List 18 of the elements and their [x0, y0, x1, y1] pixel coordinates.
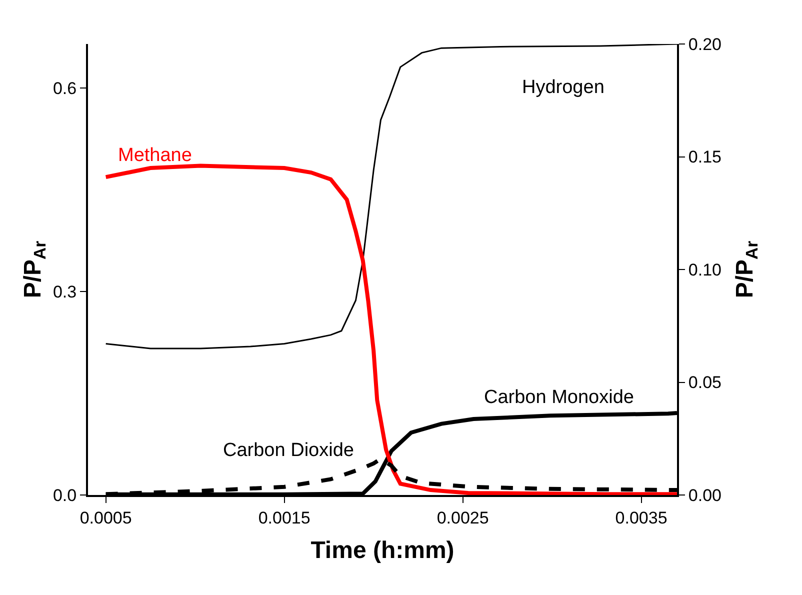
y2-tick-label: 0.05	[688, 373, 722, 392]
y-tick-label: 0.3	[52, 282, 77, 302]
series-label: Hydrogen	[522, 77, 604, 98]
y2-tick-label: 0.00	[688, 486, 722, 505]
x-tick-label: 0.0035	[615, 508, 668, 528]
y2-tick-label: 0.15	[688, 148, 722, 167]
series-label: Carbon Monoxide	[484, 387, 634, 408]
series-label: Methane	[118, 145, 192, 166]
x-tick-label: 0.0025	[436, 508, 489, 528]
series-label: Carbon Dioxide	[223, 440, 354, 461]
y-tick-label: 0.0	[52, 486, 77, 505]
x-tick-label: 0.0005	[80, 508, 132, 528]
x-tick-label: 0.0015	[258, 508, 310, 528]
line-series	[104, 164, 677, 495]
y2-tick-label: 0.20	[688, 34, 722, 54]
y2-tick-label: 0.10	[688, 260, 722, 280]
x-axis-title: Time (h:mm)	[310, 537, 454, 564]
y-tick-label: 0.6	[52, 79, 77, 98]
